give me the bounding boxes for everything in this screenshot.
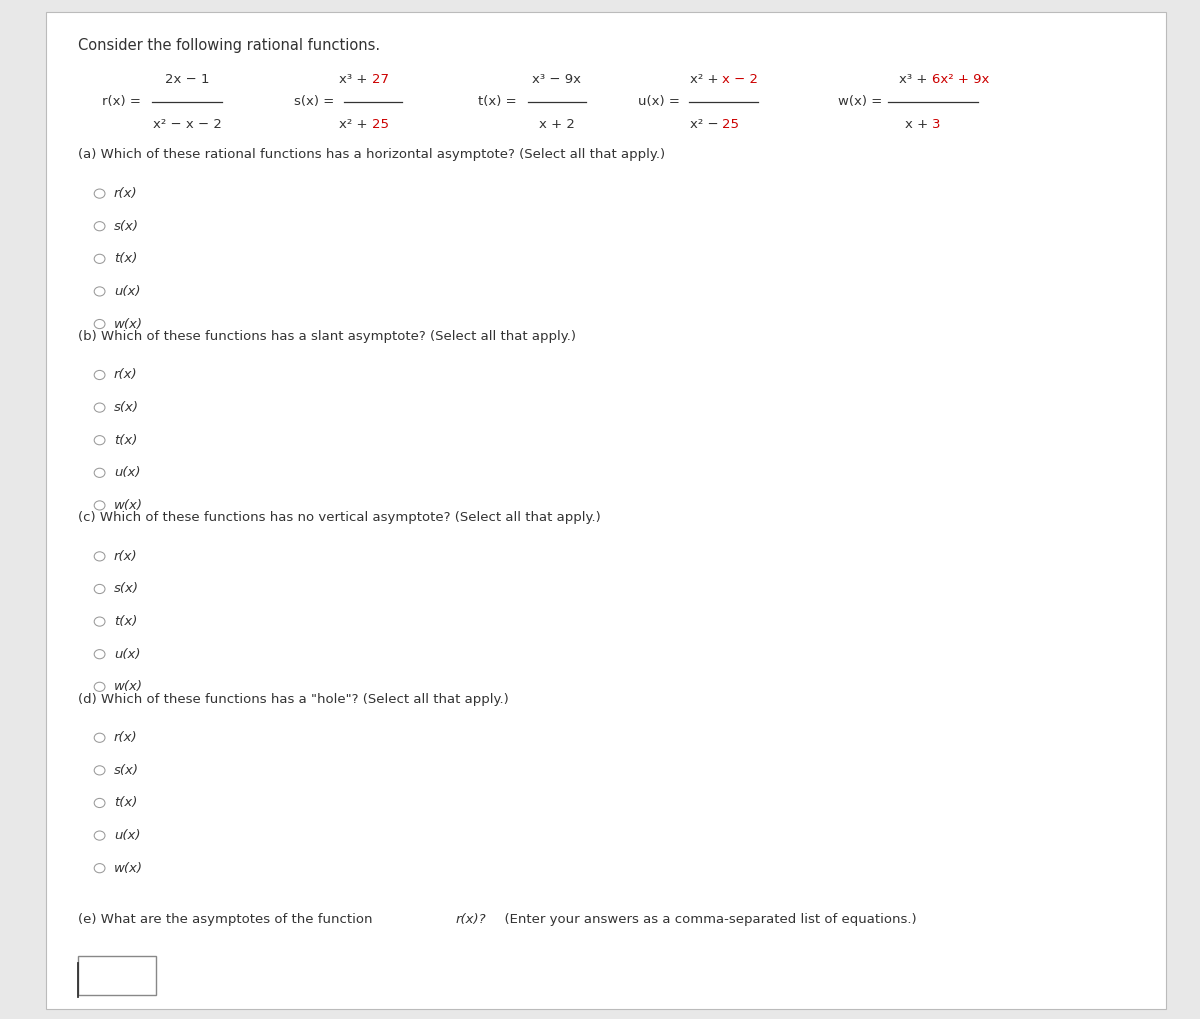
Text: (b) Which of these functions has a slant asymptote? (Select all that apply.): (b) Which of these functions has a slant… [78, 330, 576, 342]
Text: x² − x − 2: x² − x − 2 [152, 118, 222, 130]
Text: (d) Which of these functions has a "hole"? (Select all that apply.): (d) Which of these functions has a "hole… [78, 693, 509, 705]
Text: t(x): t(x) [114, 434, 137, 446]
Text: x³ +: x³ + [340, 73, 372, 86]
Text: u(x) =: u(x) = [638, 96, 680, 108]
Text: u(x): u(x) [114, 648, 140, 660]
Text: 2x − 1: 2x − 1 [164, 73, 210, 86]
Text: s(x): s(x) [114, 764, 139, 776]
Text: w(x): w(x) [114, 318, 143, 330]
Text: 25: 25 [372, 118, 389, 130]
Text: (c) Which of these functions has no vertical asymptote? (Select all that apply.): (c) Which of these functions has no vert… [78, 512, 601, 524]
FancyBboxPatch shape [46, 12, 1166, 1009]
Text: 3: 3 [932, 118, 941, 130]
Text: x − 2: x − 2 [722, 73, 758, 86]
Text: s(x): s(x) [114, 220, 139, 232]
Text: u(x): u(x) [114, 285, 140, 298]
Text: r(x): r(x) [114, 550, 138, 562]
Text: Consider the following rational functions.: Consider the following rational function… [78, 39, 380, 53]
Text: r(x): r(x) [114, 732, 138, 744]
Text: x³ +: x³ + [900, 73, 932, 86]
Text: x² +: x² + [340, 118, 372, 130]
Text: x³ − 9x: x³ − 9x [533, 73, 581, 86]
Text: u(x): u(x) [114, 829, 140, 842]
Text: w(x) =: w(x) = [838, 96, 882, 108]
Text: t(x): t(x) [114, 253, 137, 265]
Text: (e) What are the asymptotes of the function: (e) What are the asymptotes of the funct… [78, 913, 382, 925]
Text: r(x) =: r(x) = [102, 96, 140, 108]
Text: w(x): w(x) [114, 862, 143, 874]
Text: r(x): r(x) [114, 187, 138, 200]
Text: 27: 27 [372, 73, 389, 86]
Text: u(x): u(x) [114, 467, 140, 479]
Text: (a) Which of these rational functions has a horizontal asymptote? (Select all th: (a) Which of these rational functions ha… [78, 149, 665, 161]
Text: w(x): w(x) [114, 499, 143, 512]
Text: r(x)?: r(x)? [456, 913, 487, 925]
Text: t(x): t(x) [114, 615, 137, 628]
Text: x² +: x² + [690, 73, 722, 86]
Text: w(x): w(x) [114, 681, 143, 693]
Text: x +: x + [905, 118, 932, 130]
Text: r(x): r(x) [114, 369, 138, 381]
Text: t(x) =: t(x) = [478, 96, 516, 108]
Text: (Enter your answers as a comma-separated list of equations.): (Enter your answers as a comma-separated… [496, 913, 917, 925]
Text: s(x): s(x) [114, 401, 139, 414]
Text: 6x² + 9x: 6x² + 9x [932, 73, 990, 86]
FancyBboxPatch shape [78, 956, 156, 995]
Text: s(x): s(x) [114, 583, 139, 595]
Text: s(x) =: s(x) = [294, 96, 335, 108]
Text: t(x): t(x) [114, 797, 137, 809]
Text: x + 2: x + 2 [539, 118, 575, 130]
Text: 25: 25 [722, 118, 739, 130]
Text: x² −: x² − [690, 118, 722, 130]
